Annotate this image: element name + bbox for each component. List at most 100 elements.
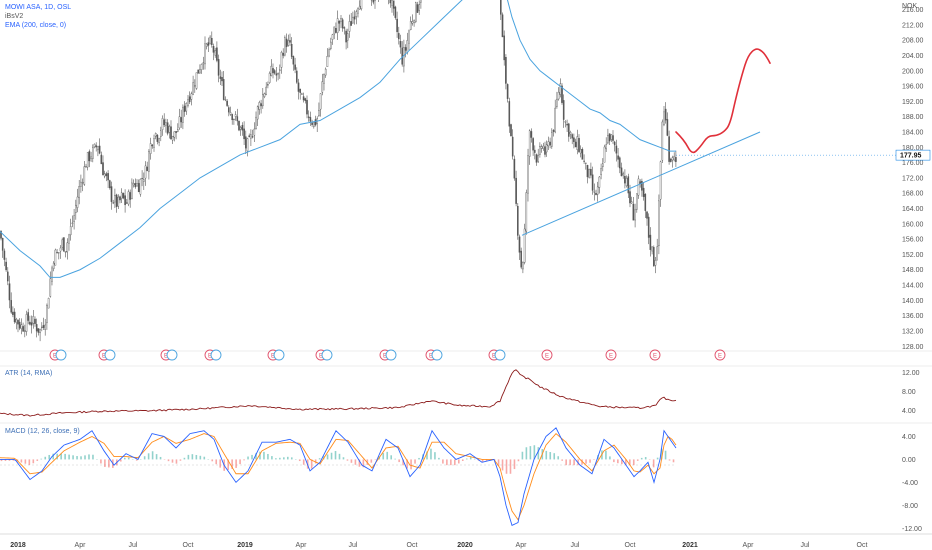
dividend-event-marker[interactable] (210, 349, 222, 361)
candle-body (236, 116, 239, 122)
candle-body (595, 192, 597, 195)
candle-body (178, 116, 181, 129)
candle-body (408, 30, 410, 44)
candle-body (647, 216, 650, 238)
candle-body (656, 246, 658, 261)
macd-histogram-bar (24, 459, 27, 464)
candle-body (642, 187, 645, 197)
candle-body (69, 226, 72, 236)
macd-signal-line (0, 432, 677, 521)
dividend-event-marker[interactable] (55, 349, 67, 361)
macd-histogram-bar (628, 459, 631, 466)
macd-histogram-bar (446, 459, 448, 466)
x-tick-label: 2018 (10, 542, 26, 549)
candle-body (506, 84, 509, 99)
macd-histogram-bar (247, 456, 249, 460)
candle-body (552, 129, 555, 132)
support-trendline[interactable] (521, 131, 761, 236)
candle-body (134, 183, 137, 188)
candle-body (292, 56, 295, 65)
candle-body (0, 230, 2, 239)
macd-histogram-bar (549, 452, 552, 460)
price-projection-path[interactable] (675, 48, 771, 154)
macd-histogram-bar (625, 459, 627, 466)
macd-histogram-bar (259, 451, 261, 460)
macd-histogram-bar (382, 453, 385, 460)
earnings-event-marker[interactable]: E (541, 349, 553, 361)
x-tick-label: 2021 (682, 542, 698, 549)
candle-body (35, 324, 38, 332)
candle-body (74, 204, 77, 214)
dividend-event-marker[interactable] (494, 349, 506, 361)
macd-histogram-bar (175, 459, 178, 464)
candle-body (51, 267, 53, 282)
candle-body (187, 99, 189, 106)
macd-histogram-bar (617, 459, 619, 464)
macd-histogram-bar (533, 445, 536, 460)
macd-histogram-bar (203, 456, 206, 460)
macd-histogram-bar (545, 450, 548, 460)
candle-body (545, 144, 548, 153)
macd-histogram-bar (346, 459, 349, 461)
x-tick-label: Apr (743, 542, 755, 549)
candle-body (262, 94, 264, 107)
candle-body (670, 158, 672, 162)
earnings-event-label: E (718, 354, 722, 360)
dividend-event-marker[interactable] (104, 349, 116, 361)
candle-body (44, 324, 46, 330)
candle-body (336, 18, 339, 33)
candle-body (311, 122, 313, 125)
candle-body (258, 102, 261, 110)
candle-body (227, 107, 230, 113)
candle-body (501, 14, 504, 38)
candle-body (613, 141, 616, 146)
candle-body (15, 318, 18, 324)
candle-body (246, 138, 249, 152)
candle-body (270, 65, 273, 76)
macd-histogram-bar (179, 459, 182, 461)
macd-histogram-bar (605, 450, 607, 460)
candle-body (144, 165, 147, 179)
candle-body (307, 116, 310, 118)
candle-body (29, 321, 31, 325)
candle-body (285, 38, 288, 48)
candle-body (32, 316, 35, 324)
candle-body (73, 215, 75, 222)
macd-histogram-bar (469, 456, 472, 460)
candle-body (277, 73, 279, 75)
candle-body (153, 138, 155, 148)
x-axis: 2018 Apr Jul Oct 2019 Apr Jul Oct 2020 Apr Jul Oct 2… (10, 542, 867, 549)
dividend-event-marker[interactable] (431, 349, 443, 361)
earnings-event-marker[interactable]: E (605, 349, 617, 361)
dividend-event-marker[interactable] (385, 349, 397, 361)
y-tick-label: 128.00 (902, 344, 924, 351)
macd-histogram-bar (664, 450, 667, 460)
macd-histogram-bar (183, 457, 186, 460)
macd-histogram-bar (589, 459, 591, 463)
candle-body (241, 125, 244, 131)
macd-histogram-bar (660, 448, 663, 460)
candle-body (107, 173, 109, 181)
candle-body (210, 37, 213, 45)
chart-symbol-title: MOWI ASA, 1D, OSL (5, 4, 72, 11)
candle-body (301, 93, 303, 95)
earnings-event-marker[interactable]: E (649, 349, 661, 361)
candle-body (217, 59, 220, 76)
candle-body (273, 70, 276, 74)
earnings-event-marker[interactable]: E (714, 349, 726, 361)
macd-histogram-bar (529, 446, 532, 460)
macd-histogram-bar (350, 459, 353, 463)
candle-body (85, 166, 87, 168)
dividend-event-marker[interactable] (166, 349, 178, 361)
macd-histogram-bar (143, 456, 146, 460)
macd-histogram-bar (135, 459, 138, 461)
dividend-event-marker[interactable] (321, 349, 333, 361)
macd-histogram-bar (155, 454, 158, 460)
candle-body (166, 122, 169, 134)
candle-body (309, 117, 312, 122)
atr-line (0, 369, 677, 417)
macd-histogram-bar (481, 459, 484, 463)
dividend-event-marker[interactable] (273, 349, 285, 361)
macd-histogram-bar (159, 456, 162, 460)
